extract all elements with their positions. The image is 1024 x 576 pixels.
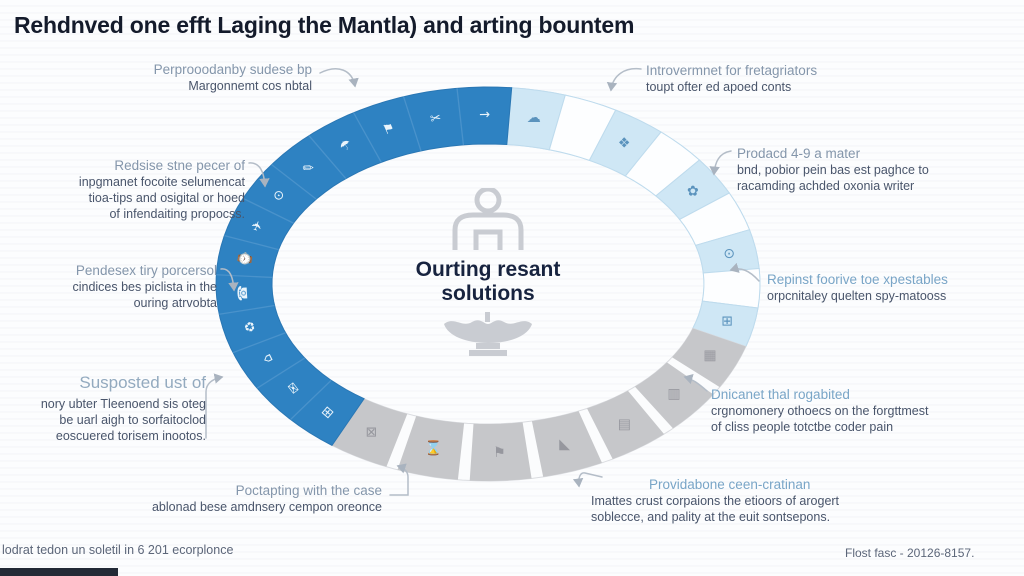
ring-gray-cell-icon: ▦ (703, 348, 716, 364)
ring-light-cell-icon: ❖ (618, 136, 631, 152)
ring-light-cell-icon: ✿ (687, 183, 699, 199)
callout-connector-arrow (248, 162, 270, 188)
callout-right-upper: Prodacd 4-9 a mater bnd, pobior pein bas… (737, 145, 929, 194)
ring-gray-cell (397, 416, 465, 480)
ring-blue-separator (224, 234, 279, 251)
callout-line: racamding achded oxonia writer (737, 179, 915, 194)
callout-line: inpgmanet focoite selumencat (78, 175, 245, 190)
callout-connector-arrow (709, 150, 732, 176)
callout-left-lower: Susposted ust of nory ubter Tleenoend si… (41, 372, 206, 444)
ring-blue-cell-icon: ♻ (242, 319, 259, 334)
callout-heading: Perprooodanby sudese bp (153, 62, 312, 77)
callout-line: be uarl aigh to sorfaitoclod (59, 412, 206, 427)
ring-blue-cell-icon: ☎ (235, 285, 251, 302)
ring-center: Ourting resant solutions (388, 188, 588, 358)
ring-gray-cell-icon: ⚑ (493, 445, 506, 461)
footer-note-left: lodrat tedon un soletil in 6 201 ecorplo… (2, 543, 234, 557)
callout-heading: Pendesex tiry porcersol (75, 263, 217, 278)
callout-connector-arrow (572, 472, 603, 488)
ring-light-cell-icon: ⊙ (723, 246, 735, 262)
ring-gray-cell (469, 422, 532, 481)
ring-blue-separator (353, 112, 382, 163)
callout-line: soblecce, and pality at the euit sontsep… (591, 510, 831, 525)
callout-right-middle: Repinst foorive toe xpestables orpcnital… (767, 271, 948, 304)
bowl-icon (444, 312, 532, 357)
person-icon (452, 188, 524, 250)
callout-line: Imattes crust corpaions the etioors of a… (591, 494, 840, 509)
callout-heading: Introvermnet for fretagriators (646, 63, 818, 78)
ring-blue-cell-icon: ⌚ (236, 250, 254, 268)
ring-blue-section (215, 86, 513, 447)
callout-right-lower: Dnicanet thal rogabited crgnomonery otho… (711, 386, 928, 435)
callout-connector-arrow (220, 268, 239, 292)
callout-bottom-left: Poctapting with the case ablonad bese am… (152, 482, 382, 515)
callout-heading: Prodacd 4-9 a mater (737, 146, 861, 161)
callout-connector-arrow (205, 373, 224, 439)
callout-line: crgnomonery othoecs on the forgttmest (711, 404, 929, 419)
callout-heading: Poctapting with the case (235, 483, 382, 498)
callout-top-right: Introvermnet for fretagriators toupt oft… (646, 62, 817, 95)
callout-line: orpcnitaley quelten spy-matooss (767, 289, 947, 304)
ring-light-cell-icon: ⊞ (721, 313, 733, 329)
ring-blue-separator (456, 88, 465, 145)
callout-connector-arrow (606, 67, 642, 92)
callout-left-middle: Pendesex tiry porcersol cindices bes pic… (72, 262, 217, 311)
ring-blue-cell-icon: ⚑ (381, 120, 398, 138)
callout-line: toupt ofter ed apoed conts (646, 80, 792, 95)
callout-connector-arrow (683, 374, 708, 392)
ring-gray-cell-icon: ▤ (618, 416, 631, 432)
ring-light-cell-icon: ☁ (527, 110, 541, 126)
ring-gray-cell-icon: ⌛ (425, 440, 442, 457)
callout-connector-arrow (319, 68, 359, 88)
ring-blue-separator (219, 304, 275, 315)
callout-line: ablonad bese amdnsery cempon oreonce (151, 500, 382, 515)
callout-left-upper: Redsise stne pecer of inpgmanet focoite … (79, 157, 245, 222)
callout-heading: Providabone ceen-cratinan (649, 477, 811, 492)
callout-line: Margonnemt cos nbtal (188, 79, 312, 94)
ring-gray-cell (634, 362, 714, 429)
center-title: Ourting resant solutions (415, 258, 561, 306)
callout-heading: Dnicanet thal rogabited (711, 387, 850, 402)
ring-blue-separator (271, 164, 317, 200)
ring-gray-cell (332, 398, 408, 467)
ring-gray-cell-icon: ▥ (667, 386, 680, 402)
callout-line: ouring atrvobta (133, 296, 217, 311)
ring-blue-separator (308, 135, 347, 180)
callout-bottom-right: Providabone ceen-cratinan Imattes crust … (591, 476, 839, 525)
callout-line: of cliss people totctbe coder pain (711, 420, 894, 435)
ring-blue-cell-icon: ✈ (249, 218, 267, 233)
ring-blue-separator (256, 357, 306, 389)
callout-heading: Susposted ust of (79, 373, 206, 392)
callout-line: nory ubter Tleenoend sis oteg (40, 396, 206, 411)
ring-gray-cell-icon: ◣ (559, 437, 570, 453)
callout-line: tioa-tips and osigital or hoed (88, 191, 245, 206)
callout-top-left: Perprooodanby sudese bp Margonnemt cos n… (154, 61, 312, 94)
callout-line: of infendaiting propocss. (109, 207, 245, 222)
ring-gray-cell (531, 411, 602, 477)
ring-gray-cell (672, 328, 746, 388)
callout-heading: Redsise stne pecer of (114, 158, 245, 173)
callout-heading: Repinst foorive toe xpestables (767, 272, 948, 287)
ring-blue-separator (242, 197, 294, 224)
ring-gray-cell (587, 390, 665, 460)
ring-blue-cell-icon: ✂ (429, 110, 443, 127)
ring-blue-separator (290, 379, 332, 420)
ring-gray-cell-icon: ⊠ (365, 425, 377, 441)
callout-line: bnd, pobior pein bas est paghce to (737, 163, 929, 178)
bottom-edge-bar (0, 568, 118, 576)
callout-connector-arrow (389, 463, 409, 496)
callout-line: eoscuered torisem inootos. (55, 428, 206, 443)
callout-connector-arrow (729, 262, 760, 282)
ring-blue-separator (216, 274, 273, 279)
callout-line: cindices bes piclista in the (72, 280, 217, 295)
footer-note-right: Flost fasc - 20126-8157. (845, 546, 975, 560)
ring-blue-cell-icon: → (479, 107, 490, 122)
page-title: Rehdnved one efft Laging the Mantla) and… (14, 12, 635, 38)
ring-blue-separator (402, 96, 422, 152)
ring-blue-separator (232, 332, 286, 354)
